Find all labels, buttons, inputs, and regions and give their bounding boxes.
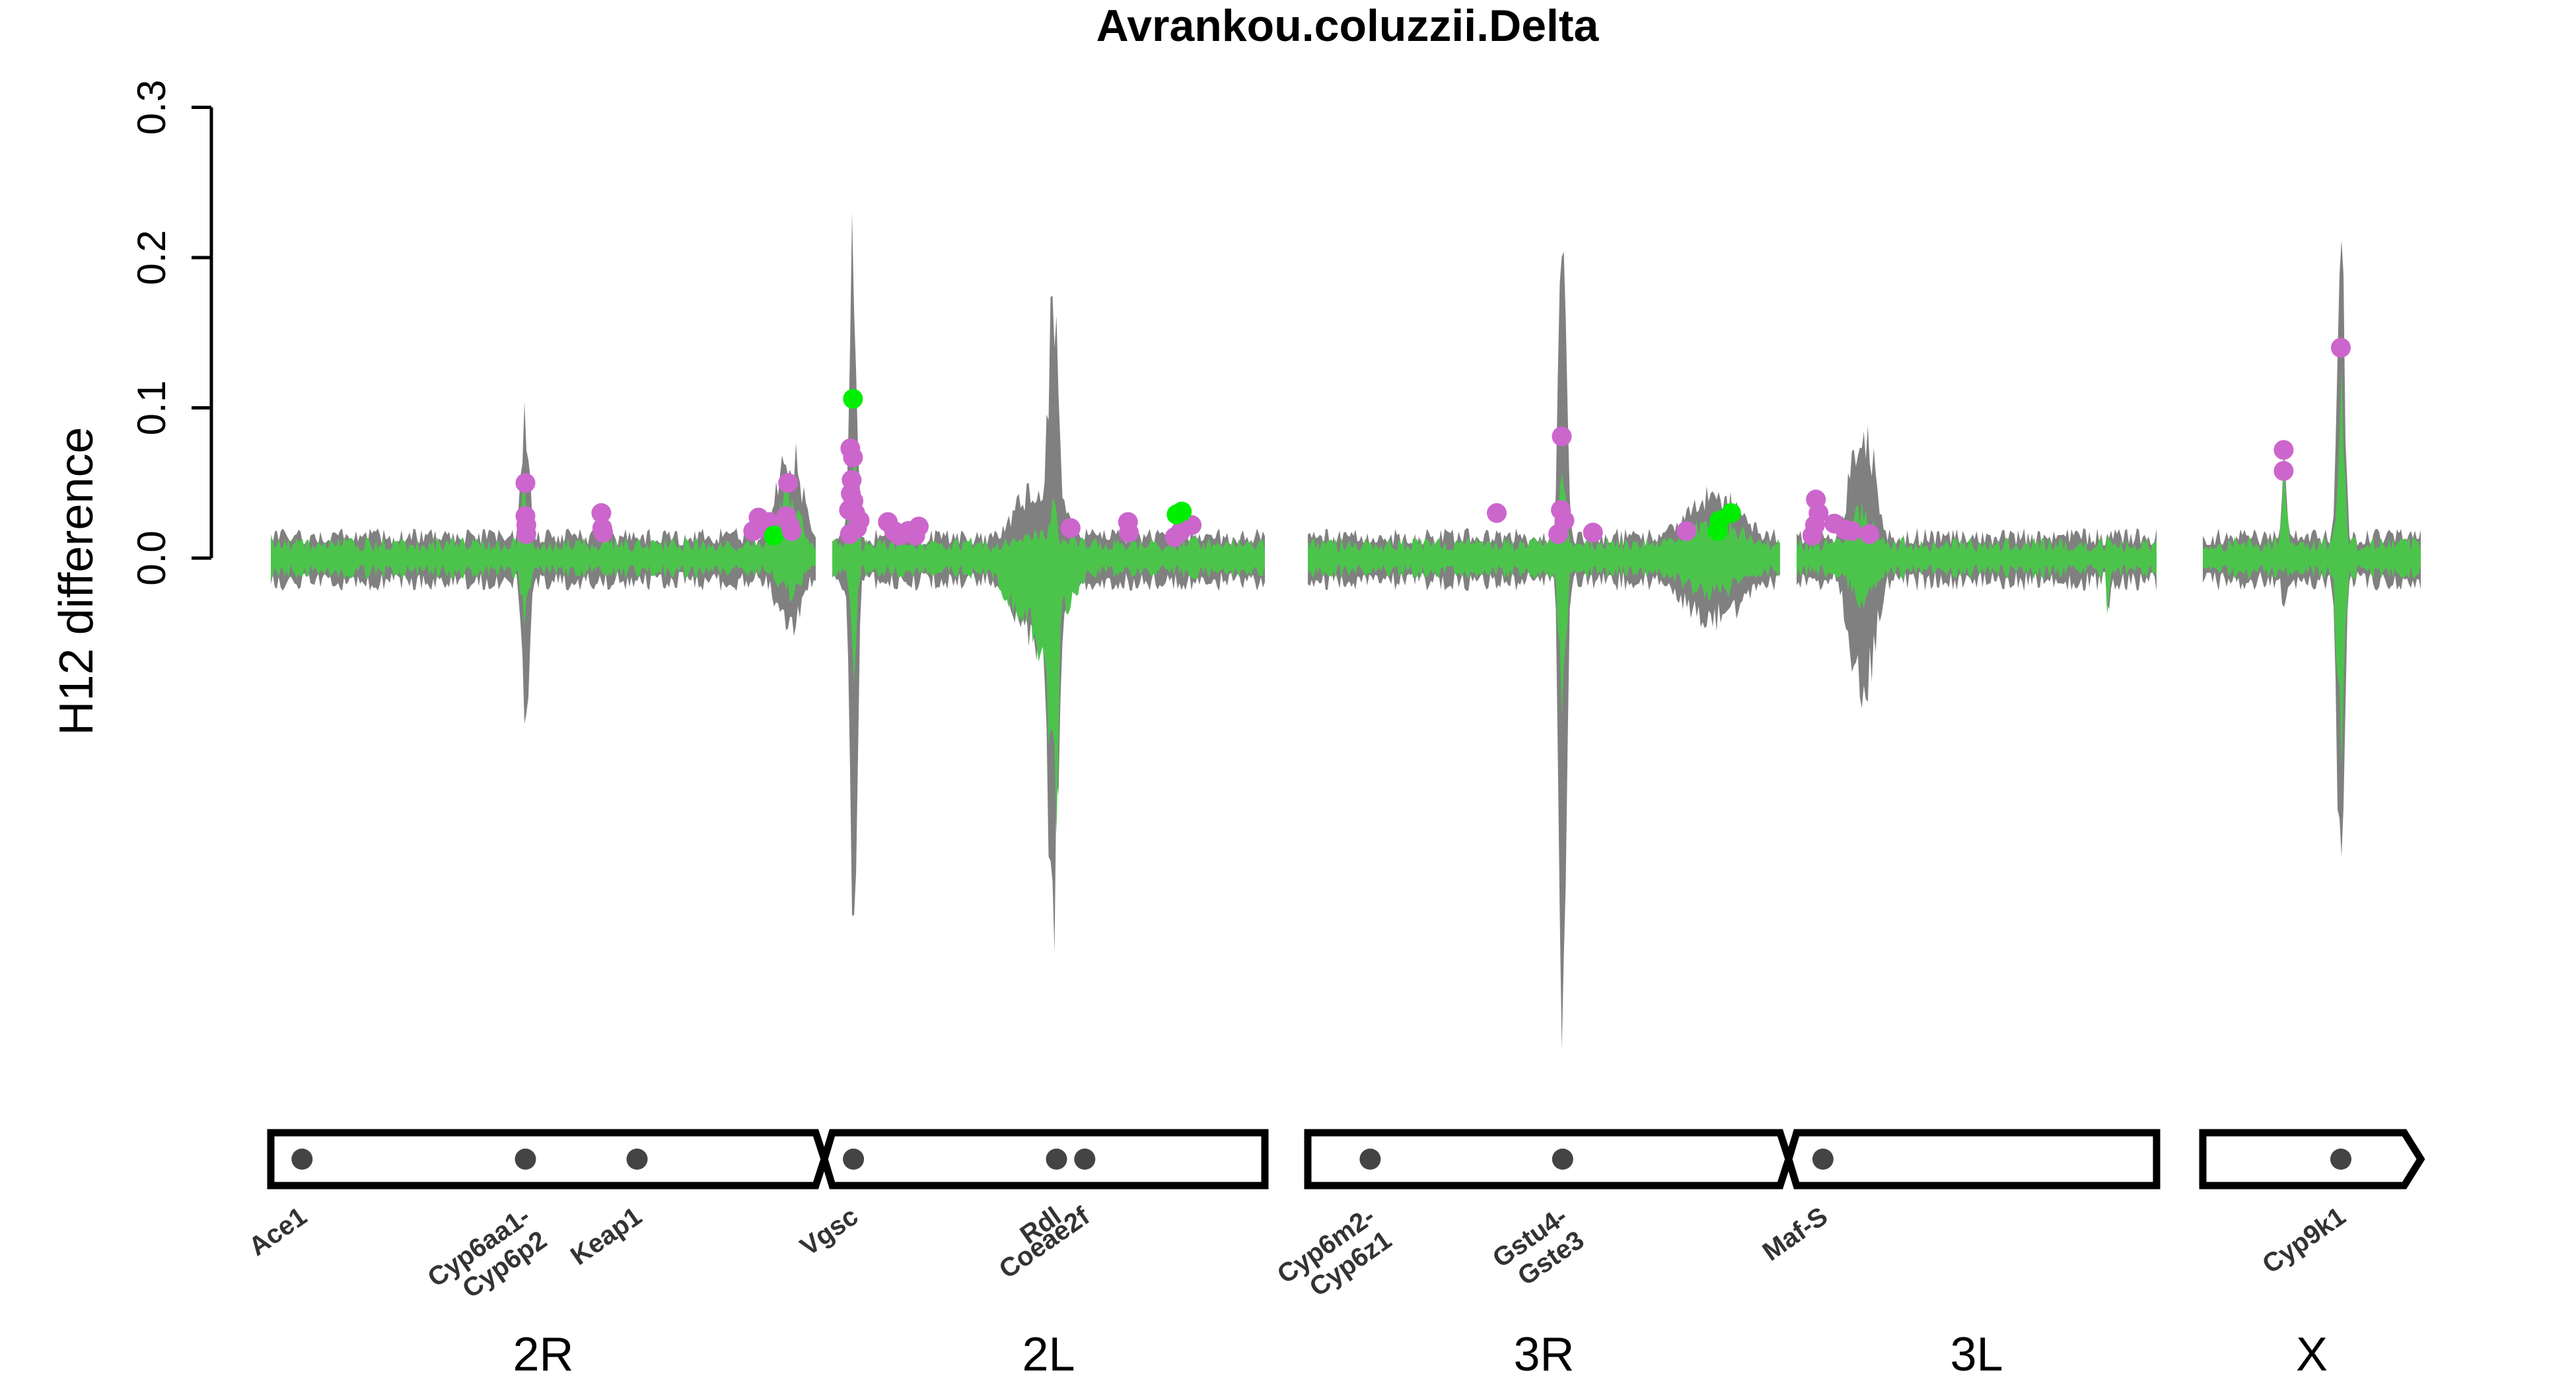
gene-marker <box>843 1149 865 1170</box>
gene-label: Gstu4-Gste3 <box>1487 1201 1589 1297</box>
gene-marker <box>1812 1149 1834 1170</box>
chart-title: Avrankou.coluzzii.Delta <box>1096 1 1600 51</box>
peak-point <box>1119 522 1139 543</box>
peak-point <box>778 473 799 493</box>
gene-label-line: Ace1 <box>244 1201 312 1262</box>
peak-point <box>1676 521 1697 541</box>
arm-label: 2L <box>1022 1328 1075 1381</box>
gene-label-line: Vgsc <box>795 1201 864 1262</box>
peak-point <box>2273 440 2294 460</box>
peak-point <box>591 503 612 523</box>
peak-point <box>1842 521 1862 541</box>
y-tick-label: 0.0 <box>129 530 174 585</box>
gene-marker <box>1359 1149 1381 1170</box>
y-tick-label: 0.3 <box>129 80 174 135</box>
arm-label: 2R <box>513 1328 573 1381</box>
gene-marker <box>2330 1149 2351 1170</box>
gene-label: Vgsc <box>795 1201 864 1262</box>
background-band-3R <box>1308 252 1780 1050</box>
y-axis-label: H12 difference <box>50 427 103 736</box>
peak-point <box>1548 524 1569 544</box>
peak-point <box>2331 338 2351 358</box>
gene-label: Keap1 <box>565 1201 647 1271</box>
peak-point <box>1802 525 1822 546</box>
signal-layer <box>271 367 2421 834</box>
gene-marker <box>291 1149 313 1170</box>
gene-label: Ace1 <box>244 1201 312 1262</box>
y-tick-label: 0.2 <box>129 230 174 285</box>
peak-point <box>1583 522 1603 543</box>
signal-3L <box>1797 501 2157 615</box>
background-band-layer <box>271 212 2421 1050</box>
gene-label: Cyp9k1 <box>2257 1201 2351 1279</box>
y-axis: 0.0 0.1 0.2 0.3 <box>129 80 213 586</box>
gene-label-line: Cyp9k1 <box>2257 1201 2351 1279</box>
chromosome-3 <box>1304 1129 2161 1190</box>
points-layer <box>515 338 2351 548</box>
peak-point <box>1552 426 1572 446</box>
chromosome-2 <box>267 1129 1269 1190</box>
gene-marker <box>1046 1149 1067 1170</box>
highlight-point <box>764 525 784 546</box>
highlight-point <box>1172 501 1192 522</box>
gene-label-line: Keap1 <box>565 1201 647 1271</box>
signal-X <box>2203 367 2421 771</box>
peak-point <box>1060 518 1081 538</box>
peak-point <box>515 473 536 493</box>
peak-point <box>781 521 802 541</box>
arm-label: 3R <box>1513 1328 1574 1381</box>
gene-label: Maf-S <box>1758 1201 1833 1266</box>
highlight-point <box>1721 503 1741 523</box>
arm-label: 3L <box>1950 1328 2003 1381</box>
peak-point <box>1487 503 1507 523</box>
peak-point <box>843 447 863 468</box>
peak-point <box>2273 461 2294 481</box>
background-band-3L <box>1797 425 2157 709</box>
signal-2L <box>832 460 1265 834</box>
signal-2R <box>271 481 816 627</box>
peak-point <box>840 524 860 544</box>
gene-label-line: Maf-S <box>1758 1201 1833 1266</box>
arm-label: X <box>2296 1328 2328 1381</box>
gene-marker <box>515 1149 536 1170</box>
chromosome-x <box>2199 1129 2425 1190</box>
gene-marker <box>626 1149 648 1170</box>
y-tick-label: 0.1 <box>129 380 174 435</box>
gene-label: Cyp6m2-Cyp6z1 <box>1272 1201 1397 1313</box>
peak-point <box>1859 524 1880 544</box>
peak-point <box>593 522 614 543</box>
peak-point <box>516 524 536 544</box>
arm-labels: 2R 2L 3R 3L X <box>513 1328 2328 1381</box>
gene-marker <box>1074 1149 1096 1170</box>
chromosome-ideogram <box>267 1129 2425 1190</box>
peak-point <box>909 516 929 537</box>
gene-marker <box>1552 1149 1573 1170</box>
gene-label: Cyp6aa1-Cyp6p2 <box>423 1201 552 1316</box>
highlight-point <box>843 388 863 409</box>
